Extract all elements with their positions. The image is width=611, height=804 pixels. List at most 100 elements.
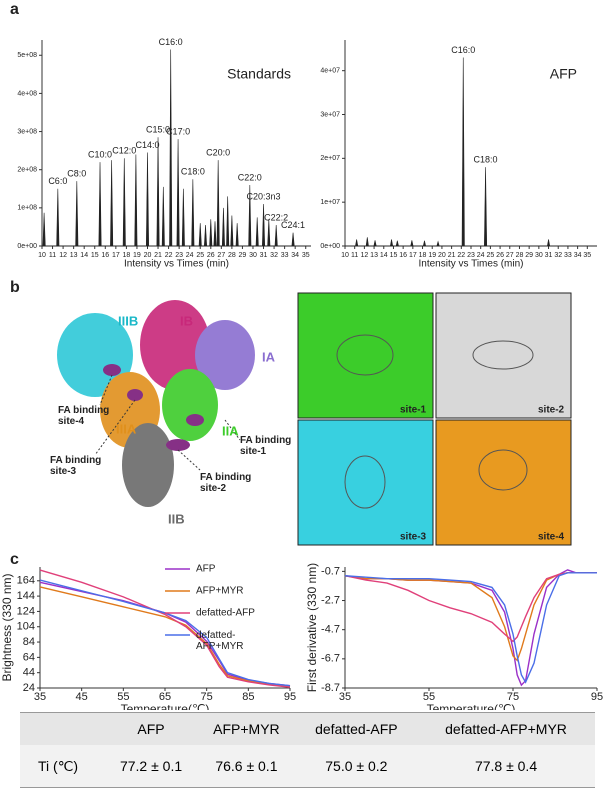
- peak: [42, 212, 46, 247]
- legend-label: AFP+MYR: [196, 586, 244, 597]
- legend-label: defatted-AFP+MYR: [196, 630, 244, 652]
- peak-label: C14:0: [135, 140, 159, 150]
- x-tick-label: 25: [486, 252, 494, 259]
- y-tick-label: 0e+00: [17, 243, 37, 250]
- peak: [274, 225, 278, 247]
- peak: [213, 221, 217, 247]
- peak: [365, 237, 369, 247]
- x-tick-label: 30: [535, 252, 543, 259]
- peak-label: C20:0: [206, 148, 230, 158]
- peak: [355, 239, 359, 247]
- x-tick-label: 35: [583, 252, 591, 259]
- y-tick-label: 4e+07: [320, 68, 340, 75]
- x-tick-label: 13: [370, 252, 378, 259]
- x-tick-label: 22: [457, 252, 465, 259]
- data-line: [344, 569, 597, 687]
- table-cell: 77.8 ± 0.4: [417, 745, 595, 788]
- x-tick-label: 65: [159, 691, 171, 703]
- x-tick-label: 23: [467, 252, 475, 259]
- x-tick-label: 30: [249, 252, 257, 259]
- chart-title: Standards: [227, 66, 291, 82]
- x-tick-label: 21: [154, 252, 162, 259]
- peak: [291, 232, 295, 247]
- table-cell: 75.0 ± 0.2: [295, 745, 418, 788]
- site-label: FA binding site-3: [50, 455, 101, 477]
- peak: [389, 239, 394, 247]
- y-tick-label: -8.7: [321, 682, 340, 694]
- peak: [203, 225, 208, 247]
- x-tick-label: 28: [228, 252, 236, 259]
- peak: [216, 160, 220, 247]
- chart-title: AFP: [550, 66, 577, 82]
- data-line: [39, 569, 291, 688]
- x-tick-label: 19: [133, 252, 141, 259]
- x-tick-label: 16: [399, 252, 407, 259]
- peak-label: C12:0: [112, 146, 136, 156]
- peak: [134, 154, 138, 247]
- x-tick-label: 16: [101, 252, 109, 259]
- y-tick-label: 24: [23, 682, 35, 694]
- header-cell: AFP+MYR: [197, 712, 296, 745]
- peak-label: C18:0: [181, 167, 205, 177]
- peak: [484, 167, 488, 247]
- y-tick-label: 1e+07: [320, 199, 340, 206]
- x-tick-label: 11: [351, 252, 358, 259]
- peak: [191, 179, 195, 247]
- y-tick-label: -6.7: [321, 653, 340, 665]
- x-tick-label: 31: [545, 252, 553, 259]
- legend-label: AFP: [196, 564, 216, 575]
- peak-label: C16:0: [451, 45, 475, 55]
- peak-label: C20:3n3: [247, 191, 281, 201]
- domain-label: IIA: [222, 423, 239, 438]
- peak: [161, 186, 165, 247]
- x-tick-label: 13: [70, 252, 78, 259]
- x-tick-label: 12: [59, 252, 67, 259]
- peak: [75, 181, 79, 247]
- panel-label: b: [10, 279, 20, 296]
- x-tick-label: 10: [38, 252, 46, 259]
- x-tick-label: 33: [281, 252, 289, 259]
- y-tick-label: 5e+08: [17, 52, 37, 59]
- y-tick-label: 3e+07: [320, 111, 340, 118]
- table-header: AFP AFP+MYR defatted-AFP defatted-AFP+MYR: [20, 712, 595, 745]
- y-tick-label: 2e+08: [17, 167, 37, 174]
- legend-label: defatted-AFP: [196, 608, 255, 619]
- site-label: FA binding site-4: [58, 405, 109, 427]
- header-cell: defatted-AFP+MYR: [417, 712, 595, 745]
- y-tick-label: 0e+00: [320, 243, 340, 250]
- peak-label: C22:2: [264, 212, 288, 222]
- table-body: Ti (℃) 77.2 ± 0.1 76.6 ± 0.1 75.0 ± 0.2 77.8…: [20, 745, 595, 788]
- x-tick-label: 32: [270, 252, 278, 259]
- table-cell: 77.2 ± 0.1: [104, 745, 198, 788]
- panel-label: a: [10, 1, 19, 18]
- x-tick-label: 27: [217, 252, 225, 259]
- peak: [230, 215, 234, 247]
- peak: [235, 223, 239, 247]
- x-tick-label: 18: [122, 252, 130, 259]
- peak: [436, 240, 440, 247]
- site-panel-label: site-2: [538, 405, 565, 416]
- peak: [110, 160, 114, 247]
- header-cell: AFP: [104, 712, 198, 745]
- x-tick-label: 95: [284, 691, 296, 703]
- x-tick-label: 19: [428, 252, 436, 259]
- table-row: Ti (℃) 77.2 ± 0.1 76.6 ± 0.1 75.0 ± 0.2 77.8…: [20, 745, 595, 788]
- x-tick-label: 24: [186, 252, 194, 259]
- table-cell: 76.6 ± 0.1: [197, 745, 296, 788]
- data-line: [344, 572, 597, 662]
- y-axis-title: First derivative (330 nm): [305, 563, 319, 692]
- axes: [344, 567, 597, 689]
- data-line: [344, 572, 597, 643]
- x-tick-label: 14: [80, 252, 88, 259]
- x-tick-label: 18: [419, 252, 427, 259]
- x-axis-title: Intensity vs Times (min): [418, 259, 523, 270]
- y-tick-label: -0.7: [321, 565, 340, 577]
- axes: [39, 567, 290, 689]
- peak-label: C24:1: [281, 220, 305, 230]
- peak-label: C8:0: [67, 169, 86, 179]
- peak: [410, 240, 414, 247]
- peak: [181, 188, 185, 247]
- peak-label: C22:0: [238, 172, 262, 182]
- y-tick-label: 2e+07: [320, 155, 340, 162]
